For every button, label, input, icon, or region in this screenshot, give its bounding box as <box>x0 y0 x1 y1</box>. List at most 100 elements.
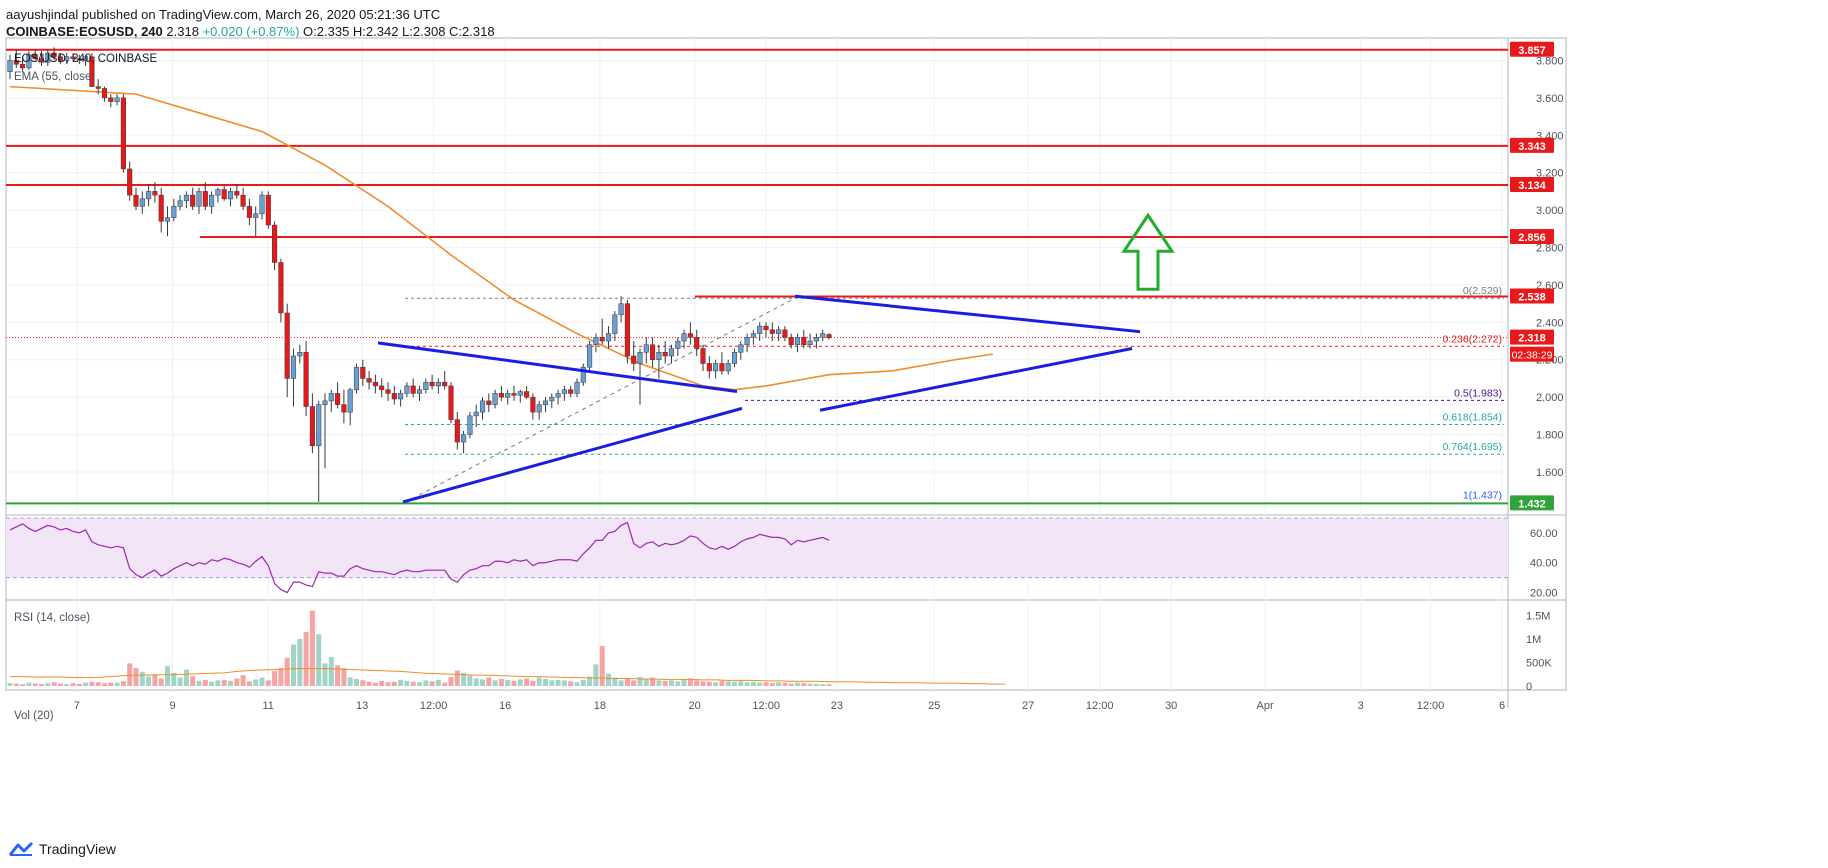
volume-bar <box>694 680 700 686</box>
candle-up <box>813 337 819 342</box>
y-tick-label: 2.800 <box>1536 243 1564 255</box>
candle-down <box>152 191 158 196</box>
x-tick-label: 16 <box>499 700 511 712</box>
candle-up <box>643 344 649 353</box>
candle-up <box>725 363 731 372</box>
candle-down <box>624 303 630 357</box>
volume-bar <box>76 683 82 686</box>
publish-line: aayushjindal published on TradingView.co… <box>6 6 495 23</box>
candle-up <box>461 434 467 443</box>
candle-up <box>196 191 202 207</box>
candle-down <box>240 194 246 207</box>
candle-up <box>605 333 612 342</box>
volume-bar <box>209 681 215 686</box>
candle-up <box>574 381 580 394</box>
volume-bar <box>139 671 145 686</box>
volume-bar <box>202 679 208 686</box>
volume-bar <box>102 683 107 686</box>
volume-bar <box>650 677 656 686</box>
x-tick-label: Apr <box>1257 700 1274 712</box>
rsi-tick-label: 20.00 <box>1530 588 1558 600</box>
volume-bar <box>511 680 517 686</box>
volume-bar <box>744 682 750 686</box>
volume-bar <box>826 684 832 686</box>
countdown-text: 02:38:29 <box>1512 350 1553 362</box>
volume-bar <box>435 679 441 686</box>
candle-up <box>479 400 486 413</box>
volume-bar <box>719 680 725 686</box>
level-price-text: 3.134 <box>1518 180 1546 192</box>
volume-bar <box>228 680 233 686</box>
volume-bar <box>64 684 70 686</box>
volume-bar <box>309 610 315 686</box>
tradingview-footer[interactable]: TradingView <box>8 841 116 857</box>
volume-bar <box>385 682 391 686</box>
level-price-tag <box>1510 177 1554 193</box>
volume-bar <box>782 682 788 686</box>
candle-up <box>423 381 429 390</box>
level-price-tag <box>1510 495 1554 511</box>
x-tick-label: 6 <box>1499 700 1505 712</box>
y-tick-label: 2.000 <box>1536 392 1564 404</box>
volume-bar <box>341 668 347 686</box>
volume-bar <box>480 679 485 686</box>
volume-bar <box>404 680 410 686</box>
volume-bar <box>448 677 454 686</box>
y-tick-label: 1.800 <box>1536 430 1564 442</box>
candle-up <box>580 366 586 383</box>
candle-up <box>26 54 32 69</box>
candle-up <box>171 206 177 218</box>
candle-up <box>668 348 675 357</box>
candle-down <box>234 191 240 196</box>
candle-up <box>297 352 303 357</box>
candle-down <box>826 334 832 338</box>
triangle-upper-trendline <box>377 341 738 394</box>
x-tick-label: 20 <box>689 700 701 712</box>
volume-bar <box>183 669 189 686</box>
volume-bar <box>39 683 44 686</box>
candle-down <box>202 191 208 207</box>
y-tick-label: 3.000 <box>1536 205 1564 217</box>
volume-bar <box>89 681 95 686</box>
volume-bar <box>7 683 13 686</box>
candle-up <box>731 352 738 364</box>
candle-up <box>435 381 441 387</box>
rsi-band <box>6 517 1508 578</box>
volume-bar <box>13 683 19 686</box>
candle-up <box>656 352 662 360</box>
volume-bar <box>732 681 737 686</box>
volume-bar <box>322 663 328 686</box>
candle-down <box>32 54 38 59</box>
level-price-tag <box>1510 229 1554 245</box>
fib-level-label: 0.5(1.983) <box>1454 387 1502 399</box>
candle-up <box>618 303 624 316</box>
volume-bar <box>423 680 429 686</box>
fib-trend-line <box>404 297 796 503</box>
candle-down <box>76 58 82 61</box>
candle-up <box>404 385 410 394</box>
triangle-lower-trendline <box>819 347 1133 412</box>
volume-bar <box>669 680 674 686</box>
last-price: 2.318 <box>166 24 199 39</box>
volume-bar <box>284 657 290 686</box>
volume-bar <box>713 682 719 686</box>
volume-ma-line <box>10 668 1006 685</box>
author-name[interactable]: aayushjindal <box>6 7 79 22</box>
candle-up <box>322 400 328 405</box>
chart-title: EOS/USD, 240, COINBASE <box>14 53 157 65</box>
x-tick-label: 12:00 <box>1417 700 1445 712</box>
volume-bar <box>152 674 158 686</box>
volume-bar <box>45 683 51 686</box>
countdown-tag <box>1510 346 1554 362</box>
x-tick-label: 3 <box>1358 700 1364 712</box>
y-tick-label: 2.400 <box>1536 317 1564 329</box>
volume-bar <box>820 684 826 686</box>
y-tick-label: 3.800 <box>1536 55 1564 67</box>
volume-bar <box>738 681 744 686</box>
volume-bar <box>190 676 196 686</box>
volume-tick-label: 1.5M <box>1526 610 1550 622</box>
volume-bar <box>127 663 133 686</box>
chart-header: aayushjindal published on TradingView.co… <box>6 6 495 40</box>
candle-down <box>379 385 385 390</box>
